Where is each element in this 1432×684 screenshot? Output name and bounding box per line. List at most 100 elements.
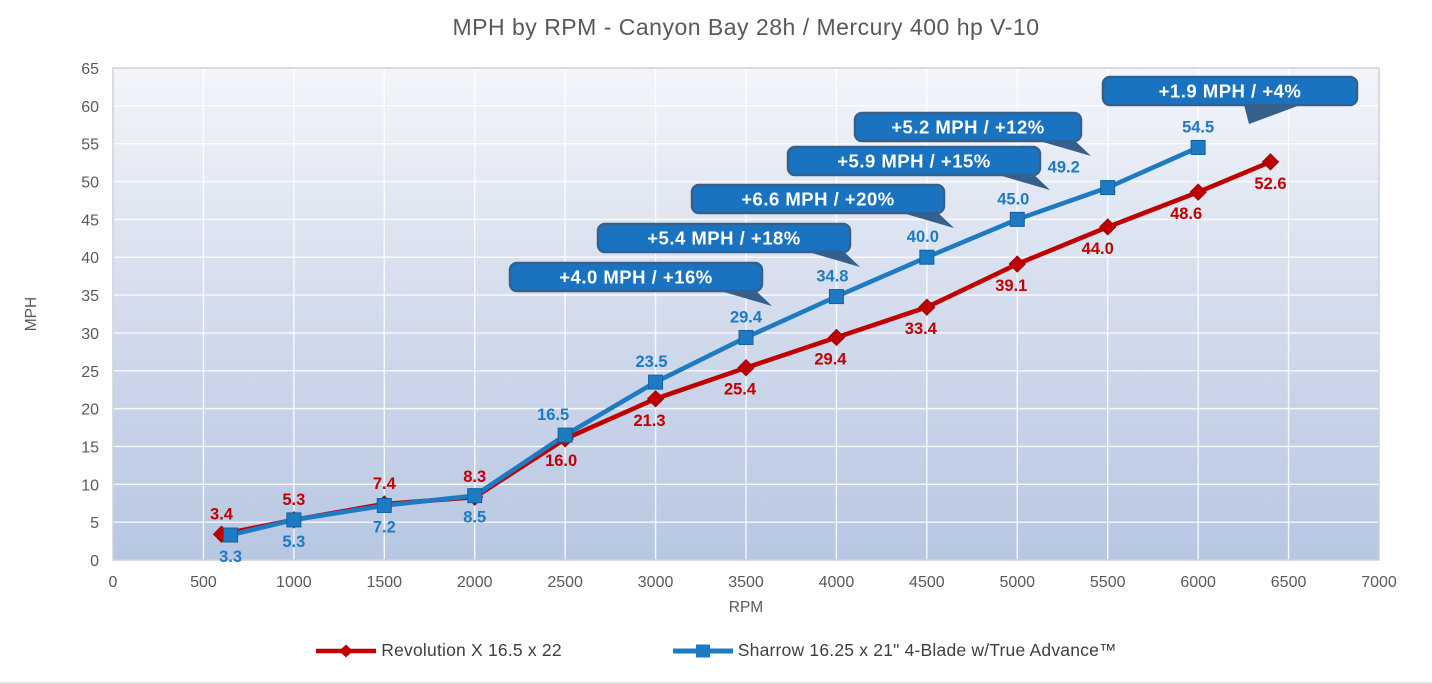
- data-point-marker: [1190, 139, 1206, 155]
- data-point-label: 33.4: [905, 320, 938, 338]
- x-tick-label-500: 500: [190, 574, 217, 591]
- y-tick-label-45: 45: [81, 212, 99, 229]
- series-sharrow-line: [228, 145, 1201, 538]
- data-point-label: 16.5: [537, 406, 569, 424]
- data-point-marker: [286, 512, 302, 528]
- y-tick-label-30: 30: [81, 326, 99, 343]
- data-point-marker: [1008, 255, 1026, 273]
- data-point-marker: [1189, 183, 1207, 201]
- y-tick-label-20: 20: [81, 402, 99, 419]
- x-tick-label-4500: 4500: [909, 574, 945, 591]
- y-tick-label-25: 25: [81, 364, 99, 381]
- legend-marker-square-icon: [672, 644, 733, 657]
- data-point-marker: [223, 527, 239, 543]
- data-point-label: 21.3: [634, 412, 666, 430]
- callout-text: +1.9 MPH / +4%: [1159, 81, 1302, 102]
- y-tick-label-0: 0: [90, 553, 99, 570]
- y-tick-label-5: 5: [90, 515, 99, 532]
- data-point-label: 45.0: [997, 190, 1029, 208]
- data-point-label: 7.2: [373, 519, 396, 537]
- data-point-marker: [827, 328, 846, 347]
- x-tick-label-3500: 3500: [728, 574, 764, 591]
- x-tick-label-0: 0: [109, 574, 118, 591]
- data-point-marker: [557, 427, 573, 443]
- callout: +5.9 MPH / +15%: [786, 145, 1050, 190]
- x-tick-label-5000: 5000: [999, 574, 1035, 591]
- x-tick-label-7000: 7000: [1361, 574, 1397, 591]
- x-tick-label-6000: 6000: [1180, 574, 1216, 591]
- callout-box: [690, 183, 946, 215]
- callout-box: [1101, 75, 1359, 107]
- x-tick-label-5500: 5500: [1090, 574, 1126, 591]
- data-point-marker: [376, 498, 392, 514]
- callout: +6.6 MPH / +20%: [690, 183, 954, 228]
- data-point-label: 54.5: [1182, 118, 1214, 136]
- x-tick-labels: 0 500 1000 1500 2000 2500 3000 3500 4000 4500 5000…: [109, 574, 1397, 591]
- data-point-marker: [918, 298, 936, 316]
- data-point-label: 39.1: [995, 277, 1027, 295]
- data-point-marker: [919, 249, 935, 265]
- data-point-label: 25.4: [724, 381, 757, 399]
- y-tick-label-50: 50: [81, 175, 99, 192]
- legend-item-sharrow: Sharrow 16.25 x 21" 4-Blade w/True Advan…: [672, 640, 1117, 661]
- callout: +4.0 MPH / +16%: [508, 261, 772, 306]
- data-point-label: 5.3: [282, 491, 305, 509]
- y-axis-title: MPH: [23, 297, 40, 331]
- data-point-label: 23.5: [636, 353, 668, 371]
- x-tick-label-1500: 1500: [366, 574, 402, 591]
- y-tick-label-55: 55: [81, 137, 99, 154]
- x-tick-label-4000: 4000: [819, 574, 855, 591]
- x-tick-label-2000: 2000: [457, 574, 493, 591]
- callout-text: +6.6 MPH / +20%: [741, 189, 895, 210]
- x-tick-label-3000: 3000: [638, 574, 674, 591]
- data-point-marker: [1009, 211, 1025, 227]
- callout-text: +4.0 MPH / +16%: [559, 267, 713, 288]
- callout-box: [508, 261, 764, 293]
- callout-text: +5.2 MPH / +12%: [891, 117, 1045, 138]
- chart-title: MPH by RPM - Canyon Bay 28h / Mercury 40…: [452, 14, 1040, 40]
- x-tick-label-2500: 2500: [547, 574, 583, 591]
- data-point-label: 29.4: [814, 350, 847, 368]
- data-point-label: 48.6: [1170, 205, 1202, 223]
- data-point-marker: [1099, 218, 1117, 236]
- data-point-label: 8.3: [463, 468, 486, 486]
- data-point-marker: [737, 359, 755, 377]
- data-point-marker: [828, 289, 844, 305]
- y-tick-label-65: 65: [81, 61, 99, 78]
- data-point-marker: [646, 390, 665, 408]
- callout-tail: [1243, 101, 1311, 124]
- x-axis-title: RPM: [729, 599, 763, 616]
- legend-label-sharrow: Sharrow 16.25 x 21" 4-Blade w/True Advan…: [737, 640, 1117, 660]
- data-point-label: 7.4: [373, 475, 397, 493]
- y-tick-label-10: 10: [81, 477, 99, 494]
- data-point-label: 52.6: [1254, 175, 1286, 193]
- legend-label-revolution: Revolution X 16.5 x 22: [381, 640, 562, 660]
- data-point-label: 44.0: [1082, 240, 1114, 258]
- callout-box: [786, 145, 1042, 177]
- data-point-marker: [1261, 153, 1280, 171]
- callout: +5.2 MPH / +12%: [853, 111, 1091, 156]
- data-point-label: 3.3: [219, 548, 242, 566]
- callout-box: [596, 222, 852, 254]
- callout: +5.4 MPH / +18%: [596, 222, 860, 267]
- data-point-label: 29.4: [730, 308, 763, 326]
- x-tick-label-1000: 1000: [276, 574, 312, 591]
- data-point-marker: [1100, 180, 1116, 196]
- data-point-label: 40.0: [907, 228, 939, 246]
- y-tick-label-60: 60: [81, 99, 99, 116]
- callout-box: [853, 111, 1083, 143]
- data-point-marker: [467, 488, 483, 504]
- callout-text: +5.9 MPH / +15%: [837, 151, 991, 172]
- data-point-label: 34.8: [816, 268, 848, 286]
- data-point-label: 16.0: [545, 452, 577, 470]
- legend-marker-diamond-icon: [316, 644, 377, 657]
- data-point-label: 8.5: [463, 509, 486, 527]
- legend-item-revolution: Revolution X 16.5 x 22: [315, 640, 562, 661]
- plot-border: [112, 67, 1380, 561]
- data-point-marker: [648, 374, 664, 390]
- data-point-label: 3.4: [210, 505, 234, 523]
- y-tick-label-40: 40: [81, 250, 99, 267]
- y-tick-label-15: 15: [81, 439, 99, 456]
